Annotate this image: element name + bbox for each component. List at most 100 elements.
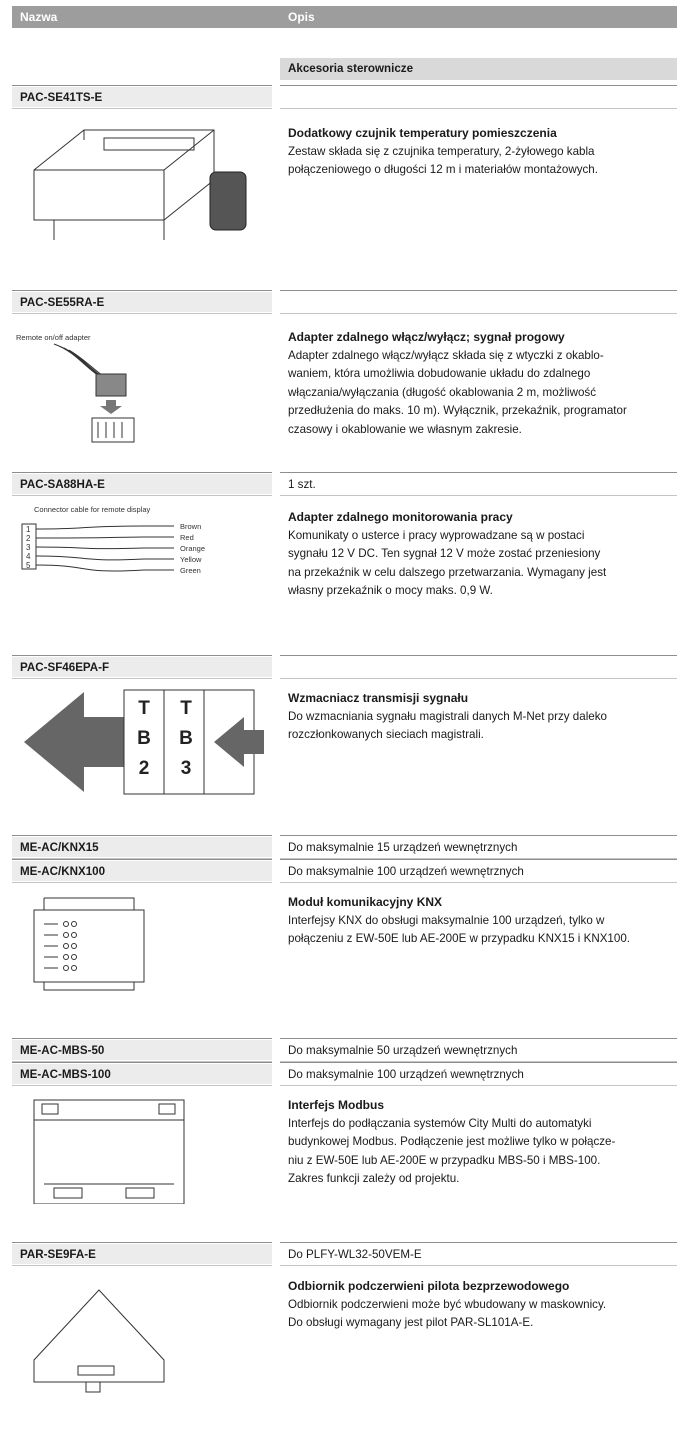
- row-thin: [12, 1085, 272, 1086]
- code-bg: [12, 1244, 272, 1264]
- duct-unit: [33, 129, 215, 221]
- modbus-lines: [34, 1119, 184, 1185]
- led: [71, 954, 77, 960]
- arrow: [100, 400, 122, 414]
- code-note: Do maksymalnie 100 urządzeń wewnętrznych: [288, 865, 524, 878]
- section-bar: [280, 58, 677, 80]
- wire: [35, 564, 174, 572]
- code-bg: [12, 292, 272, 312]
- row-thin: [280, 313, 677, 314]
- item-title: Interfejs Modbus: [288, 1098, 385, 1112]
- item-text: Zestaw składa się z czujnika temperatury…: [288, 144, 595, 158]
- row-rule: [12, 859, 272, 860]
- pin-number: 5: [26, 561, 31, 570]
- item-text: Adapter zdalnego włącz/wyłącz składa się…: [288, 348, 604, 362]
- row-rule: [280, 472, 677, 473]
- led: [63, 965, 69, 971]
- wire: [35, 525, 174, 530]
- receiver-tab: [85, 1381, 101, 1393]
- wire: [35, 546, 174, 550]
- led: [71, 921, 77, 927]
- product-code: ME-AC-MBS-100: [20, 1068, 111, 1081]
- duct-lines: [53, 220, 165, 240]
- row-thin: [280, 1085, 677, 1086]
- item-text: Komunikaty o usterce i pracy wyprowadzan…: [288, 528, 585, 542]
- code-note: 1 szt.: [288, 478, 316, 491]
- led: [63, 954, 69, 960]
- code-bg: [12, 837, 272, 857]
- section-title: Akcesoria sterownicze: [288, 62, 414, 75]
- led: [71, 932, 77, 938]
- wire-color: Red: [180, 533, 194, 542]
- item-title: Odbiornik podczerwieni pilota bezprzewod…: [288, 1279, 570, 1293]
- row-thin: [280, 858, 677, 859]
- port: [125, 1187, 155, 1199]
- product-image: Connector cable for remote display 1 Brown…: [21, 505, 205, 575]
- item-text: na przekaźnik w celu dalszego przetwarza…: [288, 565, 607, 579]
- modbus-box: [33, 1099, 185, 1204]
- receiver: [33, 1289, 165, 1383]
- wire: [35, 536, 174, 539]
- product-image: Remote on/off adapter: [16, 333, 135, 443]
- row-thin: [280, 1061, 677, 1062]
- port: [158, 1103, 176, 1115]
- item-text: waniem, która umożliwia dobudowanie ukła…: [288, 367, 591, 380]
- wire: [35, 555, 174, 561]
- pin-number: 2: [26, 534, 31, 543]
- terminal-dividers: [163, 690, 205, 794]
- header-name: Nazwa: [20, 10, 58, 24]
- item-title: Moduł komunikacyjny KNX: [288, 895, 443, 909]
- led: [71, 965, 77, 971]
- row-rule: [280, 85, 677, 86]
- pin-number: 4: [26, 552, 31, 561]
- led: [63, 921, 69, 927]
- item-text: Interfejs do podłączania systemów City M…: [288, 1116, 592, 1130]
- row-thin: [12, 495, 272, 496]
- code-note: Do PLFY-WL32-50VEM-E: [288, 1248, 422, 1261]
- row-thin: [12, 678, 272, 679]
- arrow-right: [214, 717, 264, 767]
- product-image: [33, 1099, 185, 1204]
- item-text: budynkowej Modbus. Podłączenie jest możl…: [288, 1135, 616, 1148]
- terminal-label: B: [179, 728, 193, 749]
- row-rule: [280, 835, 677, 836]
- item-text: czasowy i okablowanie we własnym zakresi…: [288, 422, 522, 436]
- row-thin: [280, 495, 677, 496]
- product-code: ME-AC/KNX15: [20, 841, 99, 854]
- row-rule: [12, 1242, 272, 1243]
- product-image: [33, 129, 247, 240]
- row-thin: [12, 858, 272, 859]
- item-text: przedłużenia do maks. 10 m). Wyłącznik, …: [288, 404, 627, 417]
- arrow-left: [24, 692, 124, 792]
- row-rule: [12, 1062, 272, 1063]
- product-code: ME-AC-MBS-50: [20, 1044, 105, 1057]
- row-rule: [12, 835, 272, 836]
- terminal-label: 3: [181, 758, 192, 779]
- pin-number: 3: [26, 543, 31, 552]
- row-thin: [280, 1265, 677, 1266]
- row-thin: [280, 678, 677, 679]
- led: [71, 943, 77, 949]
- module-rails: [43, 897, 135, 991]
- row-thin: [12, 1061, 272, 1062]
- receiver-window: [77, 1365, 115, 1376]
- item-title: Dodatkowy czujnik temperatury pomieszcze…: [288, 126, 557, 140]
- item-text: Odbiornik podczerwieni może być wbudowan…: [288, 1297, 607, 1311]
- code-bg: [12, 657, 272, 677]
- row-thin: [12, 108, 272, 109]
- product-code: PAC-SE41TS-E: [20, 91, 103, 104]
- item-title: Adapter zdalnego włącz/wyłącz; sygnał pr…: [288, 330, 565, 344]
- item-title: Wzmacniacz transmisji sygnału: [288, 691, 469, 705]
- row-thin: [12, 313, 272, 314]
- item-text: niu z EW-50E lub AE-200E w przypadku MBS…: [288, 1153, 601, 1167]
- row-rule: [12, 290, 272, 291]
- item-text: własny przekaźnik o mocy maks. 0,9 W.: [288, 584, 493, 597]
- row-rule: [12, 1038, 272, 1039]
- wire-color: Orange: [180, 544, 205, 553]
- row-rule: [280, 655, 677, 656]
- item-text: Do wzmacniania sygnału magistrali danych…: [288, 709, 607, 723]
- product-code: PAC-SF46EPA-F: [20, 661, 110, 674]
- module: [33, 909, 145, 983]
- wire-color: Yellow: [180, 555, 202, 564]
